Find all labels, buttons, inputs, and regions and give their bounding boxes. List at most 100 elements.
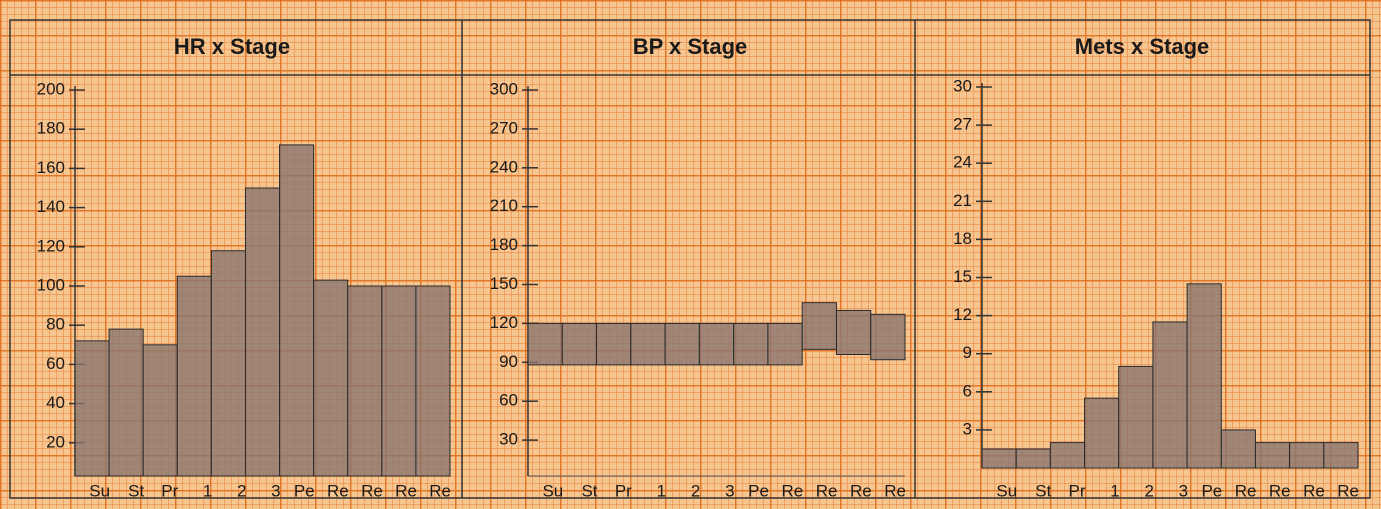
x-tick-label: 1 [1110, 481, 1119, 500]
x-tick-label: Pe [294, 481, 315, 500]
chart-title: HR x Stage [174, 34, 290, 59]
bar [176, 275, 212, 477]
bar [74, 340, 110, 477]
x-tick-label: Re [1337, 481, 1359, 500]
y-tick-label: 6 [963, 381, 972, 400]
y-tick-label: 270 [490, 118, 518, 137]
bar [1084, 397, 1120, 469]
bar [1015, 448, 1051, 469]
x-tick-label: 1 [203, 481, 212, 500]
y-tick-label: 120 [37, 236, 65, 255]
y-tick-label: 100 [37, 275, 65, 294]
x-tick-label: Pr [1069, 481, 1086, 500]
y-tick-label: 24 [953, 153, 972, 172]
bar [1152, 321, 1188, 469]
y-tick-label: 20 [46, 432, 65, 451]
y-tick-label: 40 [46, 393, 65, 412]
chart-title: Mets x Stage [1075, 34, 1210, 59]
bar [313, 279, 349, 477]
range-bar [527, 322, 563, 366]
range-bar [561, 322, 598, 366]
y-tick-label: 60 [46, 354, 65, 373]
range-bar [801, 302, 837, 350]
x-tick-label: 3 [725, 481, 734, 500]
bar [142, 344, 178, 477]
x-tick-label: St [1035, 481, 1051, 500]
y-tick-label: 21 [953, 191, 972, 210]
x-tick-label: Su [542, 481, 563, 500]
y-tick-label: 150 [490, 274, 518, 293]
chart-title: BP x Stage [633, 34, 748, 59]
y-tick-label: 18 [953, 229, 972, 248]
bar [1118, 365, 1154, 469]
bar [1289, 442, 1325, 469]
x-tick-label: Pr [615, 481, 632, 500]
bar [347, 285, 383, 477]
x-tick-label: Re [327, 481, 349, 500]
y-tick-label: 210 [490, 196, 518, 215]
y-tick-label: 60 [499, 391, 518, 410]
range-bar [835, 309, 872, 356]
x-tick-label: Re [816, 481, 838, 500]
y-tick-label: 140 [37, 197, 65, 216]
y-tick-label: 240 [490, 157, 518, 176]
x-tick-label: Re [1269, 481, 1291, 500]
y-tick-label: 180 [490, 235, 518, 254]
y-tick-label: 160 [37, 158, 65, 177]
x-tick-label: St [581, 481, 597, 500]
bar [415, 285, 451, 477]
x-tick-label: 2 [691, 481, 700, 500]
x-tick-label: Pe [1201, 481, 1222, 500]
bar [1323, 442, 1359, 469]
y-tick-label: 300 [490, 79, 518, 98]
y-tick-label: 12 [953, 305, 972, 324]
x-tick-label: 1 [657, 481, 666, 500]
x-tick-label: Re [429, 481, 451, 500]
bar [108, 328, 144, 477]
x-tick-label: Re [884, 481, 906, 500]
y-tick-label: 30 [953, 76, 972, 95]
bar [981, 448, 1017, 469]
y-tick-label: 30 [499, 430, 518, 449]
x-tick-label: Su [89, 481, 110, 500]
bar [1049, 442, 1086, 469]
bar [381, 285, 417, 477]
x-tick-label: Pr [161, 481, 178, 500]
x-tick-label: Re [395, 481, 417, 500]
x-tick-label: 2 [237, 481, 246, 500]
y-tick-label: 120 [490, 313, 518, 332]
range-bar [767, 322, 803, 366]
range-bar [698, 322, 735, 366]
range-bar [596, 322, 632, 366]
x-tick-label: 3 [271, 481, 280, 500]
y-tick-label: 15 [953, 267, 972, 286]
frame [9, 19, 1371, 499]
y-tick-label: 180 [37, 119, 65, 138]
x-tick-label: Pe [748, 481, 769, 500]
bar [1220, 429, 1256, 469]
bar [210, 250, 246, 477]
x-tick-label: St [128, 481, 144, 500]
y-tick-label: 200 [37, 79, 65, 98]
bar [279, 144, 315, 477]
x-tick-label: Re [850, 481, 872, 500]
x-tick-label: Re [1235, 481, 1257, 500]
x-tick-label: 2 [1144, 481, 1153, 500]
x-tick-label: Re [781, 481, 803, 500]
bar [1254, 442, 1291, 469]
range-bar [630, 322, 666, 366]
range-bar [870, 313, 906, 361]
x-tick-label: Re [361, 481, 383, 500]
x-tick-label: Re [1303, 481, 1325, 500]
y-tick-label: 9 [963, 343, 972, 362]
y-tick-label: 27 [953, 115, 972, 134]
bar [1186, 283, 1222, 469]
y-tick-label: 90 [499, 352, 518, 371]
x-tick-label: Su [996, 481, 1017, 500]
y-tick-label: 3 [963, 419, 972, 438]
bar [244, 187, 281, 477]
range-bar [733, 322, 769, 366]
y-tick-label: 80 [46, 315, 65, 334]
x-tick-label: 3 [1179, 481, 1188, 500]
